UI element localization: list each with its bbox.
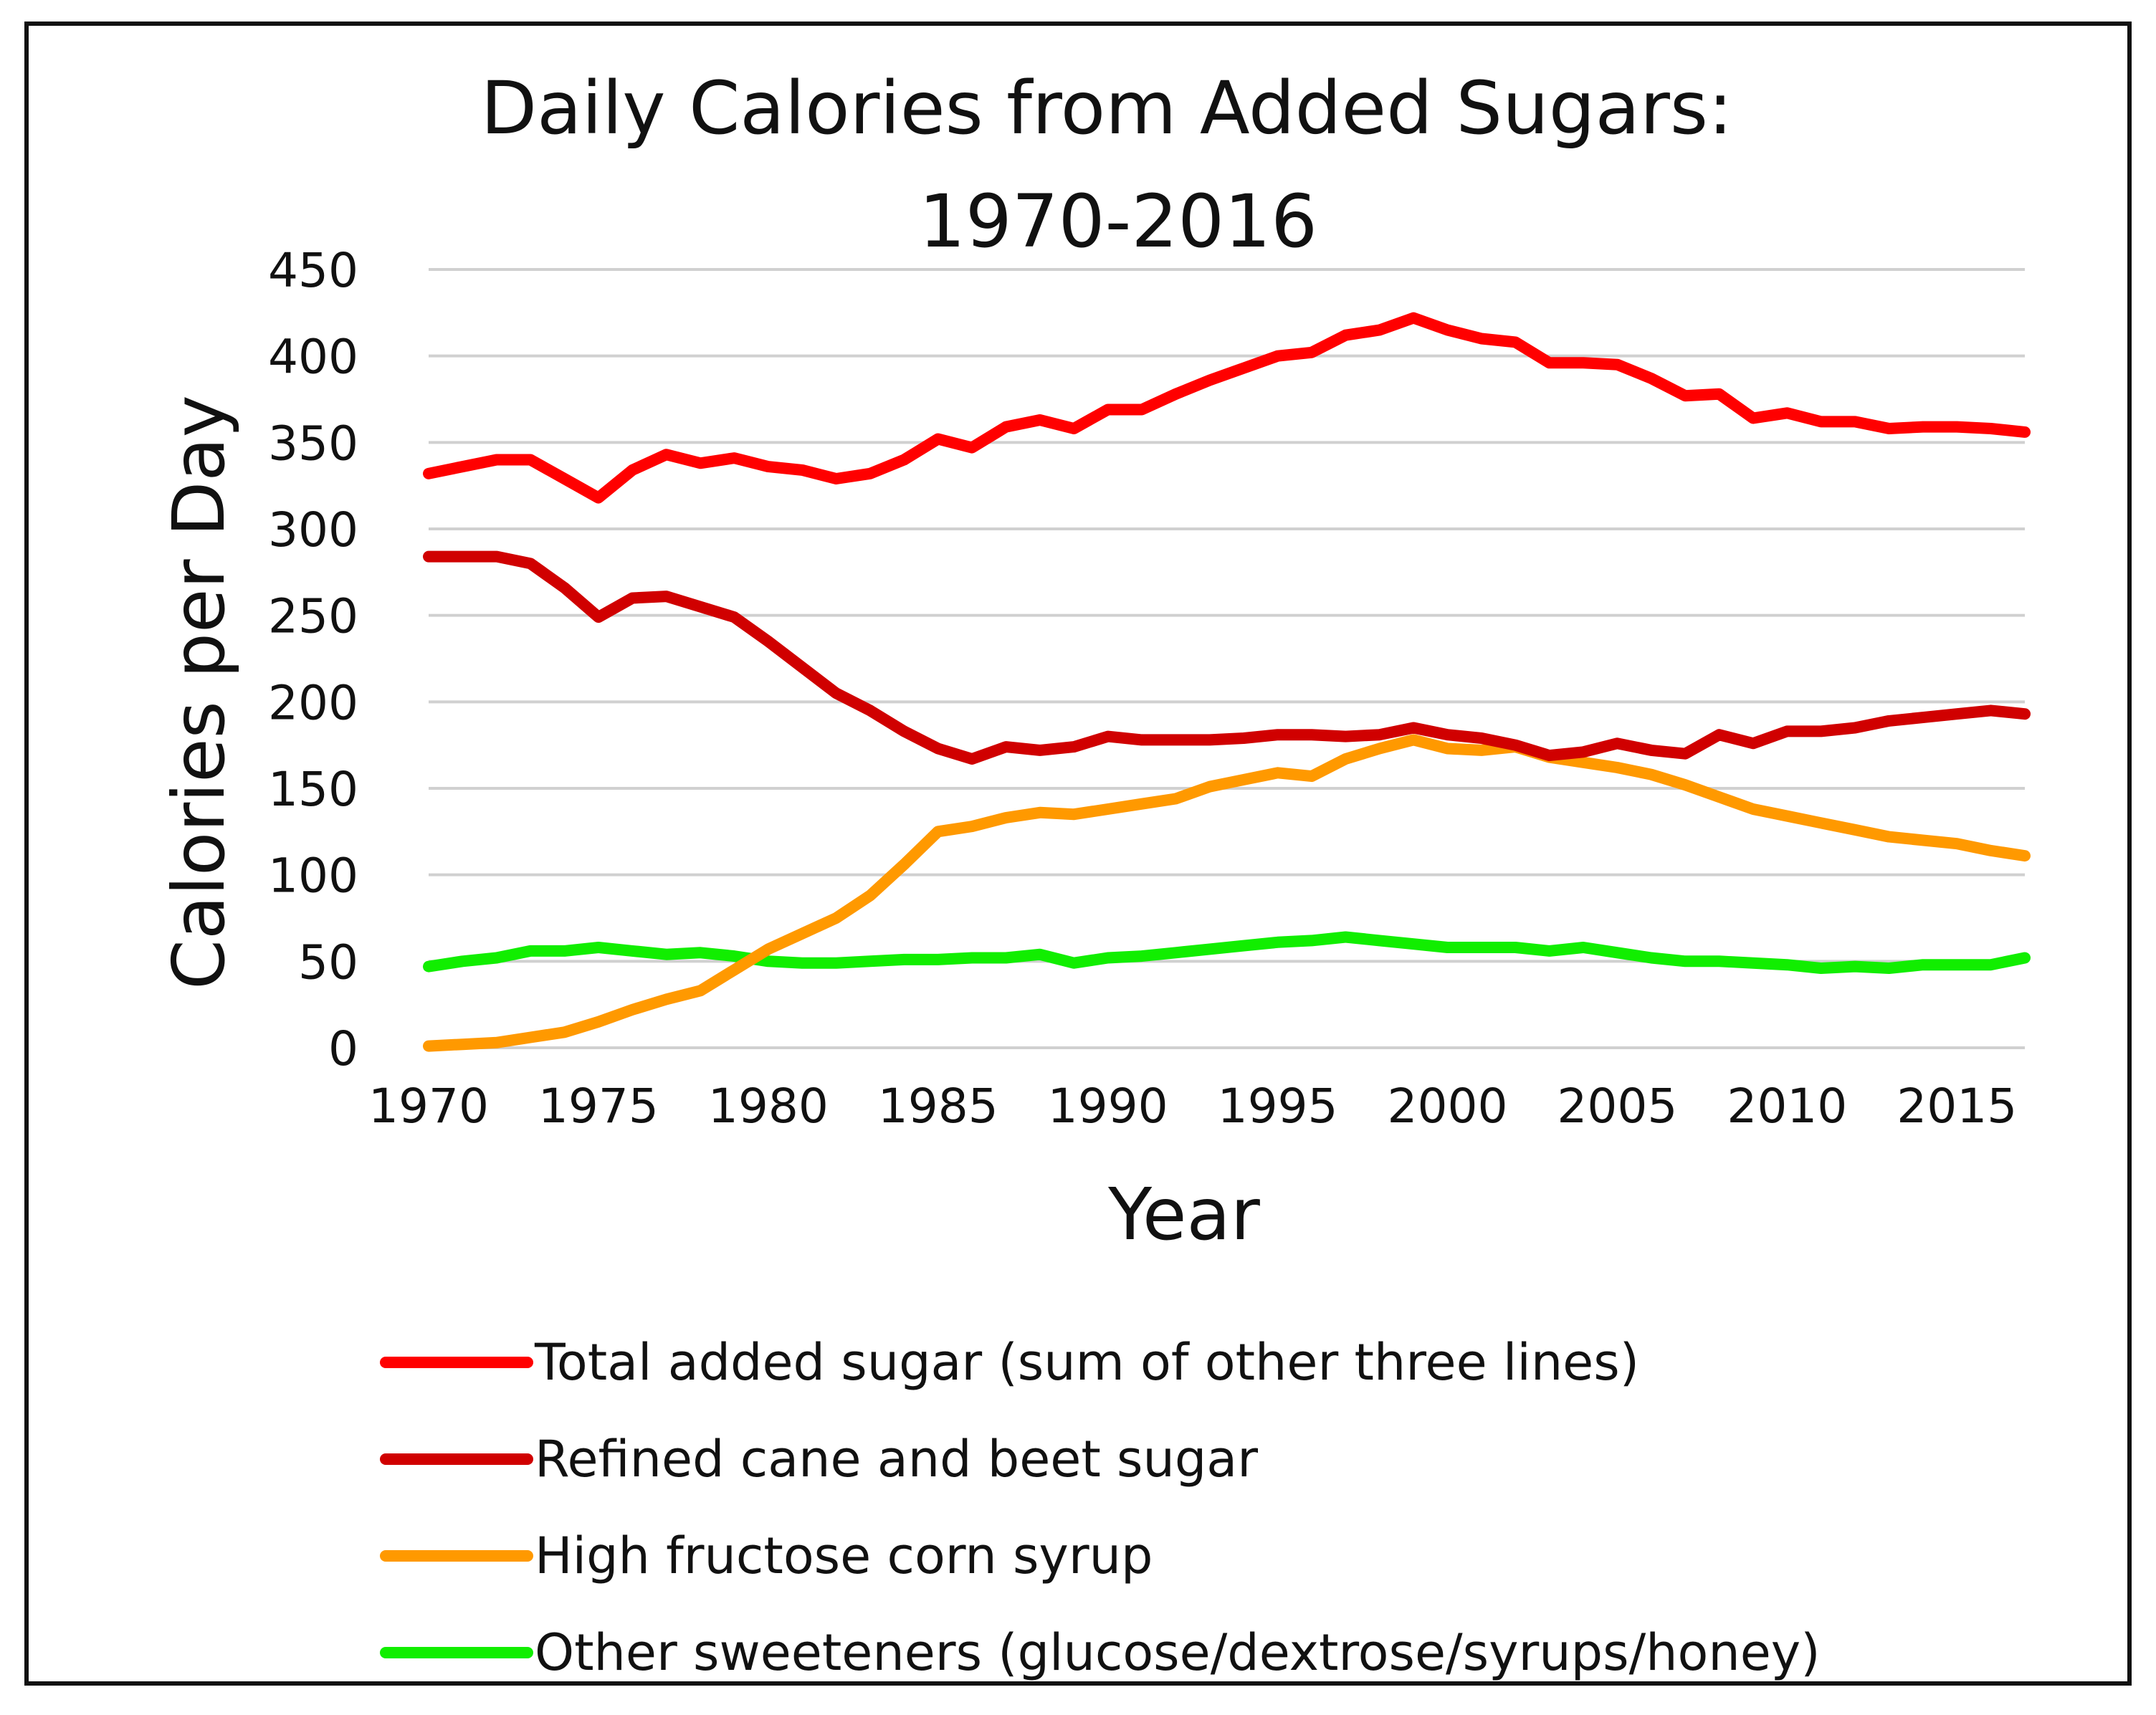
series-line-0 bbox=[423, 312, 2031, 504]
y-tick-label: 250 bbox=[268, 589, 358, 644]
x-tick-label: 1990 bbox=[1048, 1079, 1168, 1134]
x-tick-label: 2005 bbox=[1557, 1079, 1677, 1134]
y-axis-label: Calories per Day bbox=[157, 395, 241, 990]
series-lines bbox=[423, 312, 2031, 1052]
y-tick-label: 350 bbox=[268, 416, 358, 471]
series-line-2 bbox=[423, 734, 2031, 1052]
y-tick-label: 450 bbox=[268, 243, 358, 298]
x-tick-label: 1975 bbox=[538, 1079, 659, 1134]
x-tick-label: 2010 bbox=[1727, 1079, 1847, 1134]
legend-item: Total added sugar (sum of other three li… bbox=[380, 1333, 1639, 1392]
chart-frame: Daily Calories from Added Sugars: 1970-2… bbox=[24, 22, 2132, 1686]
x-axis-label: Year bbox=[1107, 1172, 1261, 1256]
series-line-3 bbox=[423, 931, 2031, 974]
chart-title-line-2: 1970-2016 bbox=[919, 179, 1317, 264]
y-tick-label: 100 bbox=[268, 849, 358, 904]
legend-item: Other sweeteners (glucose/dextrose/syrup… bbox=[380, 1623, 1821, 1681]
x-tick-label: 1995 bbox=[1218, 1079, 1338, 1134]
x-tick-label: 1970 bbox=[368, 1079, 489, 1134]
y-tick-label: 300 bbox=[268, 502, 358, 558]
legend-label: Other sweeteners (glucose/dextrose/syrup… bbox=[535, 1623, 1821, 1681]
y-tick-label: 50 bbox=[298, 935, 358, 990]
legend-label: Refined cane and beet sugar bbox=[535, 1430, 1258, 1489]
legend-item: Refined cane and beet sugar bbox=[380, 1430, 1258, 1489]
y-axis-ticks: 0 50 100 150 200 250 300 350 400 450 bbox=[268, 243, 358, 1076]
series-line-1 bbox=[423, 550, 2031, 765]
x-tick-label: 1985 bbox=[878, 1079, 998, 1134]
gridlines bbox=[429, 268, 2025, 1049]
y-tick-label: 200 bbox=[268, 675, 358, 730]
y-tick-label: 150 bbox=[268, 762, 358, 817]
x-tick-label: 2000 bbox=[1388, 1079, 1508, 1134]
x-tick-label: 1980 bbox=[708, 1079, 829, 1134]
legend: Total added sugar (sum of other three li… bbox=[380, 1333, 1821, 1681]
line-chart: Daily Calories from Added Sugars: 1970-2… bbox=[157, 66, 2031, 1681]
x-tick-label: 2015 bbox=[1897, 1079, 2017, 1134]
legend-label: Total added sugar (sum of other three li… bbox=[534, 1333, 1639, 1392]
y-tick-label: 0 bbox=[328, 1021, 358, 1076]
y-tick-label: 400 bbox=[268, 330, 358, 385]
chart-title-line-1: Daily Calories from Added Sugars: bbox=[481, 66, 1733, 151]
x-axis-ticks: 1970 1975 1980 1985 1990 1995 2000 2005 2010 2015 bbox=[368, 1079, 2017, 1134]
legend-label: High fructose corn syrup bbox=[535, 1527, 1153, 1585]
legend-item: High fructose corn syrup bbox=[380, 1527, 1153, 1585]
